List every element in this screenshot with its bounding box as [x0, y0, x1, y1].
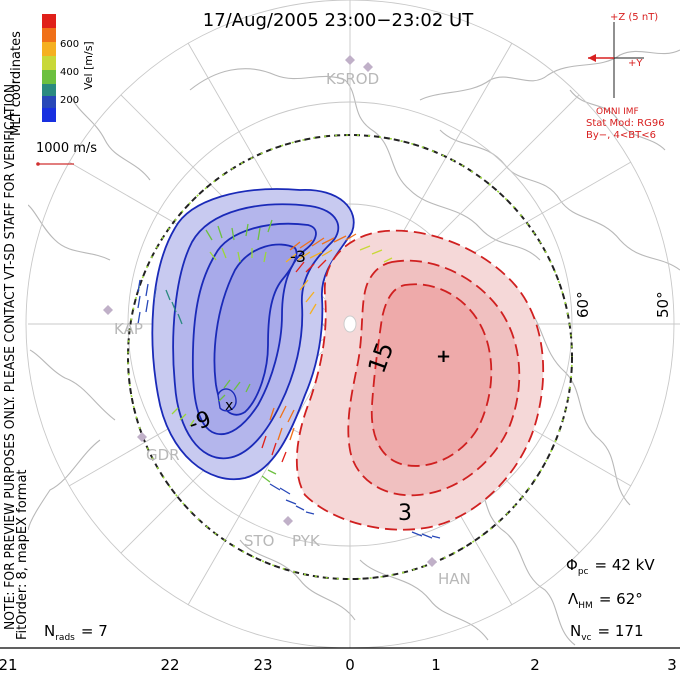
contour-label-3: 3 [398, 501, 412, 526]
mlt-22: 22 [160, 656, 179, 674]
nvc-sub: vc [581, 633, 591, 643]
mlt-21: 21 [0, 656, 18, 674]
station-kap: KAP [114, 320, 143, 338]
imf-z-label: +Z (5 nT) [610, 12, 658, 23]
mlt-coordinates-label: MLT coordinates [9, 31, 24, 136]
station-labels: KSROD KAP GDR STO PYK HAN [114, 70, 471, 588]
potential-max-marker: + [436, 346, 451, 367]
mlt-0: 0 [345, 656, 355, 674]
svg-text:Nrads= 7: Nrads = 7 [44, 622, 108, 643]
svg-text:Nvc= 171: Nvc = 171 [570, 622, 643, 643]
ref-vector-label: 1000 m/s [36, 141, 97, 156]
dusk-convection-cell [151, 188, 355, 481]
station-markers [103, 55, 437, 567]
nrads-value: = 7 [81, 622, 108, 640]
colorbar-tick-200: 200 [60, 95, 79, 106]
station-pyk: PYK [292, 532, 321, 550]
svg-text:ΛHM= 62°: ΛHM = 62° [568, 590, 643, 611]
hm-boundary-vectors [127, 134, 573, 580]
velocity-colorbar: 600 400 200 Vel [m/s] [42, 14, 95, 122]
colorbar-tick-400: 400 [60, 67, 79, 78]
map-title: 17/Aug/2005 23:00−23:02 UT [203, 10, 474, 31]
velocity-vectors [137, 219, 441, 539]
colorbar-label: Vel [m/s] [82, 41, 95, 90]
pole-marker [343, 315, 357, 333]
imf-condition: By−, 4<BT<6 [586, 130, 656, 141]
preview-note: NOTE: FOR PREVIEW PURPOSES ONLY. PLEASE … [3, 80, 18, 630]
mlt-3: 3 [667, 656, 677, 674]
nrads-symbol: N [44, 622, 55, 640]
station-ksrod: KSROD [326, 70, 379, 88]
lambda-sub: HM [578, 601, 593, 611]
phi-value: = 42 kV [594, 556, 655, 574]
station-sto: STO [244, 532, 275, 550]
imf-clock: +Z (5 nT) +Y OMNI IMF Stat Mod: RG96 By−… [586, 12, 665, 141]
nvc-value: = 171 [598, 622, 644, 640]
nrads-sub: rads [55, 633, 75, 643]
imf-y-label: +Y [628, 58, 643, 69]
fit-order-note: FitOrder: 8, mapEX format [15, 469, 30, 640]
potential-min-marker: x [225, 398, 233, 414]
lat-label-60: 60° [574, 291, 592, 318]
station-han: HAN [438, 570, 471, 588]
lambda-symbol: Λ [568, 590, 579, 608]
lat-label-50: 50° [654, 291, 672, 318]
phi-symbol: Φ [566, 556, 578, 574]
mlt-axis-labels: 21 22 23 0 1 2 3 [0, 656, 677, 674]
nvc-symbol: N [570, 622, 581, 640]
phi-sub: pc [578, 567, 589, 577]
mlt-1: 1 [431, 656, 441, 674]
station-gdr: GDR [146, 446, 180, 464]
svg-text:Φpc= 42 kV: Φpc = 42 kV [566, 556, 655, 577]
colorbar-tick-600: 600 [60, 39, 79, 50]
mlt-2: 2 [530, 656, 540, 674]
lambda-value: = 62° [599, 590, 643, 608]
mlt-23: 23 [253, 656, 272, 674]
stats-panel: Φpc = 42 kV ΛHM = 62° Nvc = 171 Nrads = 7 [44, 556, 655, 643]
dawn-convection-cell [295, 229, 545, 531]
imf-model: Stat Mod: RG96 [586, 118, 665, 129]
contour-label-neg-3: -3 [290, 247, 306, 266]
imf-source: OMNI IMF [596, 107, 639, 117]
